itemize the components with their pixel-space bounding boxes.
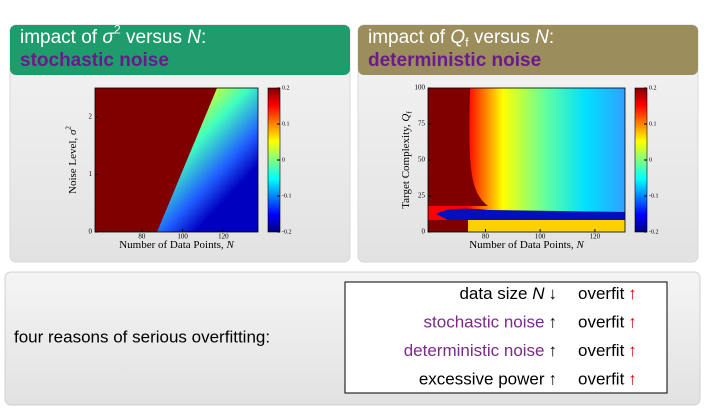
factor-arrow: ↓ xyxy=(549,284,558,303)
y-axis-label: Noise Level, σ2​ xyxy=(64,126,78,194)
x-axis-label: Number of Data Points, N xyxy=(469,239,584,251)
result-text: overfit xyxy=(578,284,625,303)
variable: N xyxy=(535,27,549,48)
result-arrow: ↑ xyxy=(628,313,637,332)
reason-factor: stochastic noise ↑ xyxy=(424,313,557,332)
y-tick-label: 50 xyxy=(418,156,426,164)
script: f xyxy=(465,36,469,50)
y-tick-label: 0 xyxy=(89,228,93,236)
y-tick-label: 0 xyxy=(422,228,426,236)
variable: σ xyxy=(102,27,115,48)
panel-title: impact of σ2​ versus N: xyxy=(20,23,206,48)
heatmap-region xyxy=(468,220,625,232)
x-tick-label: 100 xyxy=(177,233,188,241)
colorbar-tick-label: -0.2 xyxy=(649,229,659,235)
x-tick-label: 120 xyxy=(590,233,601,241)
script: 2 xyxy=(64,126,72,130)
summary-label: four reasons of serious overfitting: xyxy=(14,327,270,346)
factor-text: deterministic noise xyxy=(404,341,545,360)
reason-factor: excessive power ↑ xyxy=(419,370,557,389)
text-part: impact of xyxy=(368,27,450,48)
result-text: overfit xyxy=(578,313,625,332)
colorbar-tick-label: 0.1 xyxy=(282,121,290,127)
panel-subtitle: stochastic noise xyxy=(20,50,169,71)
reason-factor: deterministic noise ↑ xyxy=(404,341,557,360)
x-tick-label: 80 xyxy=(138,233,146,241)
y-tick-label: 75 xyxy=(418,120,426,128)
colorbar-tick-label: 0.2 xyxy=(649,85,657,91)
result-arrow: ↑ xyxy=(628,341,637,360)
factor-text: stochastic noise xyxy=(424,313,545,332)
variable: N xyxy=(575,239,584,251)
y-tick-label: 100 xyxy=(415,84,426,92)
text-part: Number of Data Points, xyxy=(469,239,576,251)
panel-subtitle: deterministic noise xyxy=(368,50,541,71)
x-axis-label: Number of Data Points, N xyxy=(119,239,234,251)
text-part: impact of xyxy=(20,27,102,48)
script: 2 xyxy=(114,23,121,37)
reasons-table xyxy=(344,281,668,394)
y-tick-label: 25 xyxy=(418,192,426,200)
x-tick-label: 120 xyxy=(218,233,229,241)
colorbar-tick-label: -0.2 xyxy=(282,229,292,235)
panel-title: impact of Qf​ versus N: xyxy=(368,27,554,50)
reason-result: overfit ↑ xyxy=(578,341,637,360)
factor-text: excessive power xyxy=(419,370,545,389)
result-arrow: ↑ xyxy=(628,370,637,389)
heatmap-region xyxy=(436,208,625,220)
colorbar-tick-label: 0.1 xyxy=(649,121,657,127)
panel-header xyxy=(358,25,698,75)
colorbar-tick-label: 0.2 xyxy=(282,85,290,91)
variable: N xyxy=(187,27,201,48)
text-part: : xyxy=(549,27,554,48)
script: f xyxy=(405,111,413,114)
y-tick-label: 1 xyxy=(89,170,93,178)
text-part: Number of Data Points, xyxy=(119,239,226,251)
variable: Q xyxy=(400,114,412,122)
result-arrow: ↑ xyxy=(628,284,637,303)
reason-factor: data size N ↓ xyxy=(459,284,557,303)
x-tick-label: 100 xyxy=(535,233,546,241)
variable: σ xyxy=(67,129,79,135)
colorbar-tick-label: -0.1 xyxy=(649,193,659,199)
colorbar-tick-label: -0.1 xyxy=(282,193,292,199)
text-part: Noise Level, xyxy=(67,135,79,194)
text-part: versus xyxy=(469,27,536,48)
factor-text: data size xyxy=(459,284,532,303)
x-tick-label: 80 xyxy=(482,233,490,241)
heatmap-region xyxy=(428,88,488,206)
factor-arrow: ↑ xyxy=(549,313,558,332)
y-axis-label: Target Complexity, Qf​ xyxy=(400,111,413,209)
text-part: : xyxy=(201,27,206,48)
y-tick-label: 2 xyxy=(89,112,93,120)
result-text: overfit xyxy=(578,341,625,360)
factor-arrow: ↑ xyxy=(549,370,558,389)
variable: Q xyxy=(450,27,465,48)
variable: N xyxy=(532,284,545,303)
colorbar-tick-label: 0 xyxy=(649,157,652,163)
panel-header xyxy=(10,25,350,75)
result-text: overfit xyxy=(578,370,625,389)
factor-arrow: ↑ xyxy=(549,341,558,360)
text-part: versus xyxy=(121,27,188,48)
text-part: Target Complexity, xyxy=(400,122,412,209)
reason-result: overfit ↑ xyxy=(578,370,637,389)
plot-frame xyxy=(94,87,259,233)
reason-result: overfit ↑ xyxy=(578,313,637,332)
reason-result: overfit ↑ xyxy=(578,284,637,303)
heatmap-region xyxy=(428,220,468,232)
variable: N xyxy=(225,239,234,251)
colorbar-tick-label: 0 xyxy=(282,157,285,163)
heatmap-region xyxy=(95,88,217,232)
